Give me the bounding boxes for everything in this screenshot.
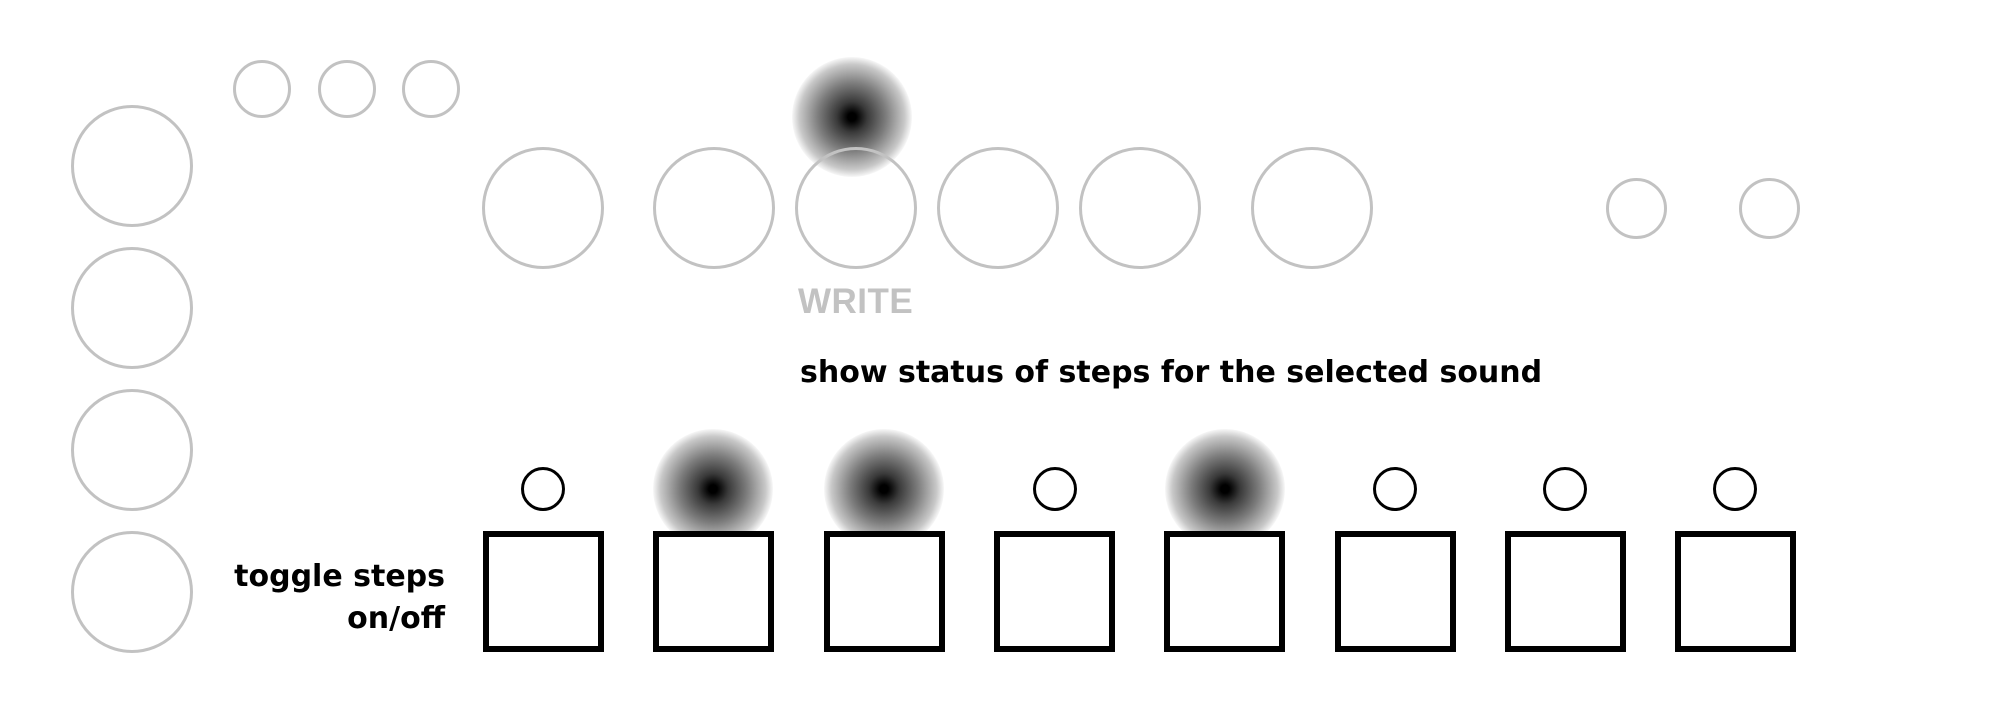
step-pad-1[interactable]: [483, 531, 604, 652]
toggle-caption-line1: toggle steps: [234, 559, 445, 594]
step-led-2-lit: [653, 429, 773, 549]
left-knob-1[interactable]: [71, 105, 193, 227]
left-knob-2[interactable]: [71, 247, 193, 369]
write-button[interactable]: [795, 147, 917, 269]
function-button-4[interactable]: [937, 147, 1059, 269]
function-button-5[interactable]: [1079, 147, 1201, 269]
step-pad-4[interactable]: [994, 531, 1115, 652]
write-label: WRITE: [798, 282, 914, 321]
function-button-1[interactable]: [482, 147, 604, 269]
step-pad-3[interactable]: [824, 531, 945, 652]
step-pad-7[interactable]: [1505, 531, 1626, 652]
left-knob-4[interactable]: [71, 531, 193, 653]
step-led-8: [1713, 467, 1757, 511]
function-button-6[interactable]: [1251, 147, 1373, 269]
step-led-5-lit: [1165, 429, 1285, 549]
step-pad-6[interactable]: [1335, 531, 1456, 652]
status-caption: show status of steps for the selected so…: [800, 355, 1543, 390]
step-pad-5[interactable]: [1164, 531, 1285, 652]
step-pad-2[interactable]: [653, 531, 774, 652]
step-pad-8[interactable]: [1675, 531, 1796, 652]
toggle-caption-line2: on/off: [347, 601, 445, 636]
top-small-knob-1[interactable]: [233, 60, 291, 118]
toggle-steps-caption: toggle steps on/off: [200, 556, 445, 640]
left-knob-3[interactable]: [71, 389, 193, 511]
step-led-7: [1543, 467, 1587, 511]
top-small-knob-3[interactable]: [402, 60, 460, 118]
function-button-2[interactable]: [653, 147, 775, 269]
step-led-1: [521, 467, 565, 511]
step-led-6: [1373, 467, 1417, 511]
top-small-knob-2[interactable]: [318, 60, 376, 118]
right-small-knob-1[interactable]: [1606, 178, 1667, 239]
step-led-3-lit: [824, 429, 944, 549]
step-led-4: [1033, 467, 1077, 511]
right-small-knob-2[interactable]: [1739, 178, 1800, 239]
